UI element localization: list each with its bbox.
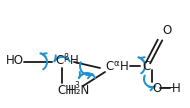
Text: H: H xyxy=(120,60,129,72)
Text: O: O xyxy=(152,82,161,94)
Text: O: O xyxy=(162,24,171,37)
Text: H: H xyxy=(70,53,79,67)
Text: C: C xyxy=(142,60,150,72)
Text: 3: 3 xyxy=(74,82,79,91)
Text: β: β xyxy=(63,52,68,61)
Text: HO: HO xyxy=(6,53,24,67)
Text: H: H xyxy=(172,82,181,94)
Text: —: — xyxy=(161,82,173,94)
Text: C: C xyxy=(55,53,63,67)
Text: C: C xyxy=(105,60,113,72)
Text: CH: CH xyxy=(57,83,74,97)
Text: H₂N: H₂N xyxy=(68,83,90,97)
Text: α: α xyxy=(113,59,119,68)
